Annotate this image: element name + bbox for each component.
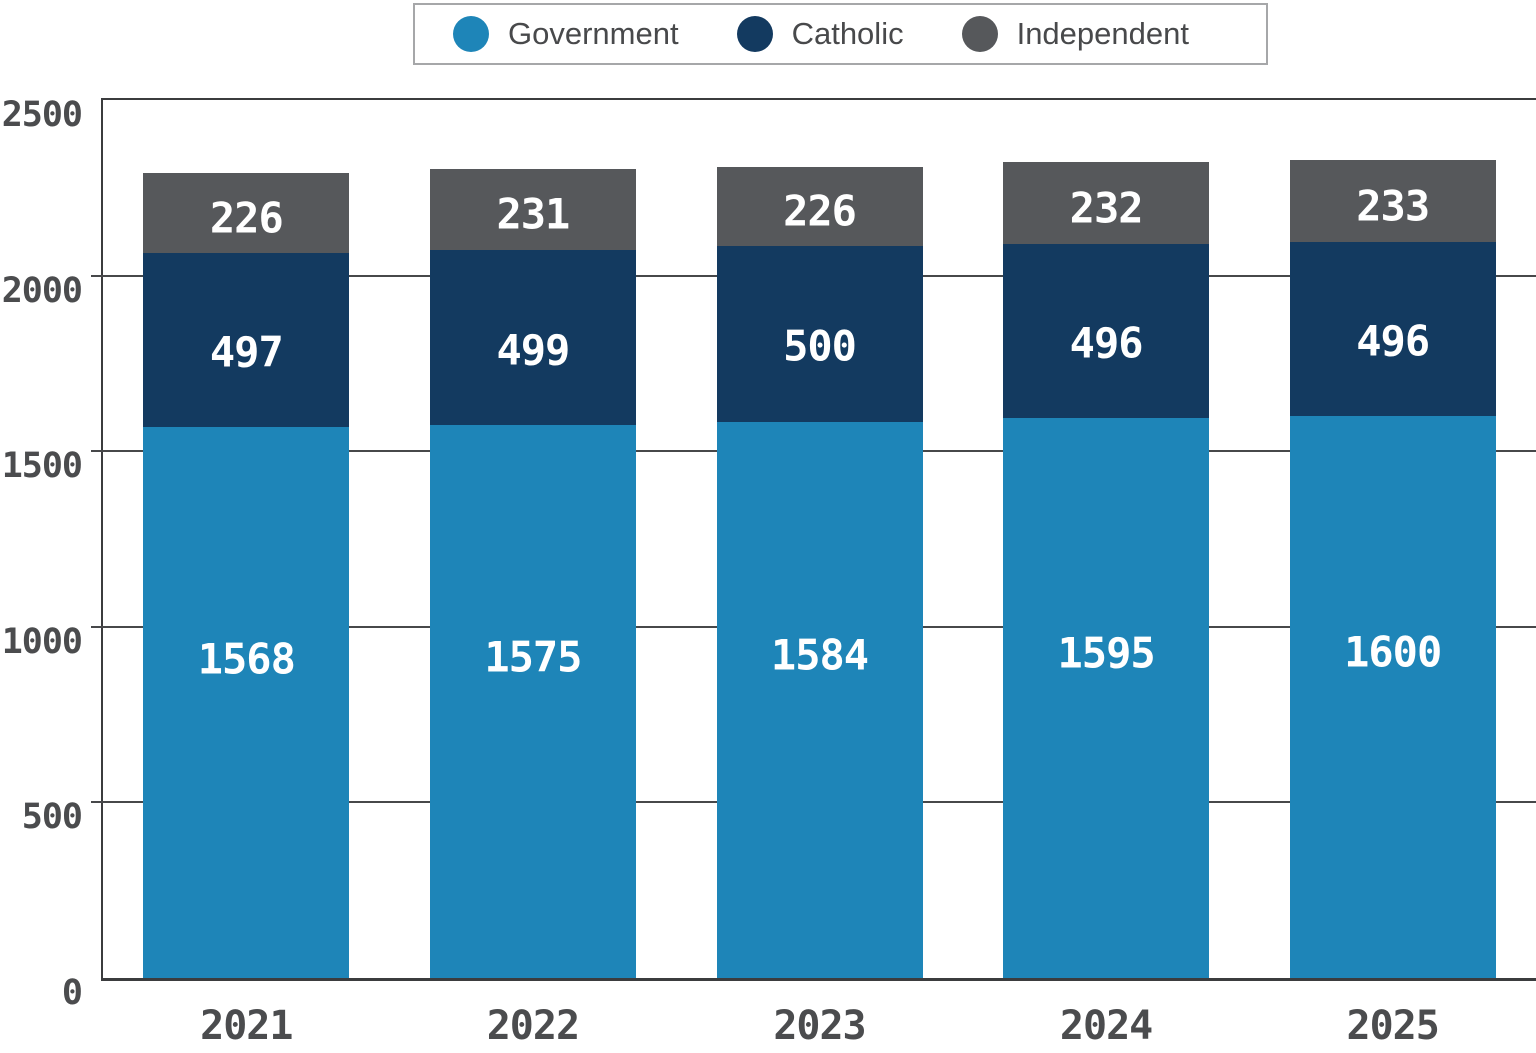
x-axis: 2021 2022 2023 2024 2025 xyxy=(103,1003,1536,1049)
y-axis: 2500 2000 1500 1000 500 0 xyxy=(0,95,83,1011)
legend-swatch-government xyxy=(453,16,489,52)
x-tick-label: 2023 xyxy=(773,1003,866,1049)
bar-value-label: 496 xyxy=(1069,318,1144,368)
bar-value-label: 1568 xyxy=(197,634,296,684)
bar-value-label: 1595 xyxy=(1057,628,1156,678)
legend-swatch-independent xyxy=(961,16,998,52)
y-tick-label: 2000 xyxy=(1,270,83,311)
bar-value-label: 226 xyxy=(209,193,284,243)
x-tick-label: 2025 xyxy=(1346,1003,1440,1049)
legend-item-independent: Independent xyxy=(961,16,1189,52)
bar-segment-government: 1584 xyxy=(716,421,923,978)
y-tick-label: 1000 xyxy=(1,621,83,662)
bar-value-label: 231 xyxy=(496,189,570,239)
bar-segment-independent: 231 xyxy=(429,168,636,250)
y-tick-label: 500 xyxy=(21,797,83,838)
bar-value-label: 1584 xyxy=(770,630,869,680)
bar-segment-catholic: 497 xyxy=(143,252,350,428)
bar-value-label: 496 xyxy=(1356,316,1430,366)
bar-segment-independent: 226 xyxy=(143,173,350,253)
bar-segment-independent: 226 xyxy=(716,166,923,247)
y-axis-tick xyxy=(91,625,103,628)
bar-segment-government: 1600 xyxy=(1289,416,1496,978)
bar-group-2022: 1575 499 231 xyxy=(429,168,636,978)
y-axis-tick xyxy=(91,450,103,453)
y-tick-label: 1500 xyxy=(1,446,83,487)
bar-segment-catholic: 499 xyxy=(429,249,636,425)
y-axis-tick xyxy=(91,801,103,804)
y-tick-label: 0 xyxy=(61,973,83,1013)
legend-item-catholic: Catholic xyxy=(736,16,904,52)
legend-item-government: Government xyxy=(453,16,679,52)
bar-segment-catholic: 500 xyxy=(716,246,923,422)
x-tick-label: 2021 xyxy=(200,1003,293,1049)
bar-group-2023: 1584 500 226 xyxy=(716,166,923,978)
y-axis-tick xyxy=(91,274,103,277)
bar-value-label: 1600 xyxy=(1344,627,1442,677)
bar-value-label: 233 xyxy=(1356,181,1430,231)
bar-value-label: 226 xyxy=(783,186,857,236)
legend-swatch-catholic xyxy=(736,16,773,52)
bar-group-2024: 1595 496 232 xyxy=(1003,162,1210,978)
legend: Government Catholic Independent xyxy=(413,3,1268,65)
bar-segment-catholic: 496 xyxy=(1289,241,1496,417)
bar-segment-government: 1568 xyxy=(143,427,350,978)
x-tick-label: 2022 xyxy=(486,1003,580,1049)
plot-area: 1568 497 226 1575 499 231 1584 500 226 1595 496 232… xyxy=(91,98,1536,981)
bar-segment-catholic: 496 xyxy=(1003,243,1210,418)
bar-value-label: 499 xyxy=(496,325,570,375)
bar-group-2021: 1568 497 226 xyxy=(143,173,350,978)
legend-label-catholic: Catholic xyxy=(791,16,904,51)
x-tick-label: 2024 xyxy=(1059,1003,1153,1049)
y-tick-label: 2500 xyxy=(1,95,83,135)
bar-segment-independent: 232 xyxy=(1003,162,1210,244)
legend-label-independent: Independent xyxy=(1016,16,1189,51)
bar-group-2025: 1600 496 233 xyxy=(1289,160,1496,978)
bar-value-label: 232 xyxy=(1069,183,1144,233)
legend-label-government: Government xyxy=(508,16,679,51)
bar-segment-government: 1575 xyxy=(429,424,636,978)
bar-value-label: 497 xyxy=(209,327,284,377)
bar-segment-government: 1595 xyxy=(1003,417,1210,978)
bar-value-label: 1575 xyxy=(484,632,582,682)
bar-segment-independent: 233 xyxy=(1289,160,1496,242)
bar-value-label: 500 xyxy=(783,321,857,371)
